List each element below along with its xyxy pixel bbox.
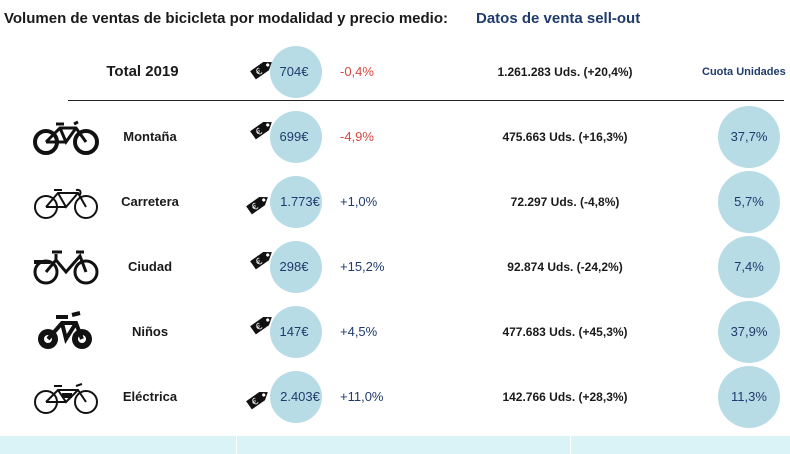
units-sold: 477.683 Uds. (+45,3%) — [502, 325, 628, 339]
category-label: Eléctrica — [122, 389, 178, 404]
euro-price-tag-icon: € — [250, 317, 272, 335]
price-bubble — [270, 306, 322, 358]
category-label: Montaña — [123, 129, 177, 144]
share-bubble — [718, 236, 780, 298]
avg-price: 147€ — [279, 324, 309, 339]
avg-price: 699€ — [279, 129, 309, 144]
avg-price: 1.773€ — [280, 194, 320, 209]
footer-band — [0, 436, 790, 454]
units-sold: 475.663 Uds. (+16,3%) — [502, 130, 628, 144]
road-bike-icon — [34, 188, 98, 219]
category-label: Carretera — [121, 194, 179, 209]
unit-share: 37,7% — [730, 129, 768, 144]
svg-text:€: € — [254, 127, 265, 139]
page-title: Volumen de ventas de bicicleta por modal… — [4, 10, 448, 27]
price-change: +1,0% — [340, 194, 378, 209]
category-label: Niños — [131, 324, 169, 339]
unit-share: 5,7% — [734, 194, 764, 209]
table-row: Carretera € 1.773€ +1,0% 72.297 Uds. (-4… — [0, 171, 790, 233]
euro-price-tag-icon: € — [246, 392, 268, 410]
total-change: -0,4% — [340, 64, 374, 79]
euro-price-tag-icon: € — [246, 197, 268, 215]
price-bubble — [270, 111, 322, 163]
price-change: +11,0% — [340, 389, 384, 404]
units-sold: 72.297 Uds. (-4,8%) — [510, 195, 620, 209]
share-bubble — [718, 301, 780, 363]
svg-text:€: € — [254, 322, 265, 334]
table-row: Montaña € 699€ -4,9% 475.663 Uds. (+16,3… — [0, 106, 790, 168]
price-bubble — [270, 371, 322, 423]
euro-price-tag-icon: € — [250, 122, 272, 140]
share-bubble — [718, 171, 780, 233]
table-row: Eléctrica € 2.403€ +11,0% 142.766 Uds. (… — [0, 366, 790, 428]
total-label: Total 2019 — [106, 63, 179, 80]
unit-share: 7,4% — [734, 259, 764, 274]
avg-price: 2.403€ — [280, 389, 320, 404]
category-label: Ciudad — [127, 259, 173, 274]
table-row: Niños € 147€ +4,5% 477.683 Uds. (+45,3%)… — [0, 301, 790, 363]
euro-price-tag-icon: € — [250, 62, 272, 80]
table-row: Ciudad € 298€ +15,2% 92.874 Uds. (-24,2%… — [0, 236, 790, 298]
share-bubble — [718, 106, 780, 168]
price-bubble — [270, 241, 322, 293]
price-change: -4,9% — [340, 129, 374, 144]
unit-share: 37,9% — [730, 324, 768, 339]
total-price-bubble — [270, 46, 322, 98]
units-sold: 92.874 Uds. (-24,2%) — [507, 260, 623, 274]
price-change: +4,5% — [340, 324, 378, 339]
euro-price-tag-icon: € — [250, 252, 272, 270]
share-header: Cuota Unidades — [702, 66, 786, 78]
price-bubble — [270, 176, 322, 228]
electric-bike-icon — [34, 383, 98, 414]
svg-text:€: € — [254, 257, 265, 269]
share-bubble — [718, 366, 780, 428]
footer-divider — [236, 436, 237, 454]
city-bike-icon — [33, 250, 99, 285]
total-price: 704€ — [279, 64, 309, 79]
unit-share: 11,3% — [731, 389, 767, 404]
divider — [68, 100, 784, 101]
avg-price: 298€ — [279, 259, 309, 274]
footer-divider — [570, 436, 571, 454]
page-subtitle: Datos de venta sell-out — [476, 10, 641, 27]
svg-text:€: € — [250, 202, 261, 214]
units-sold: 142.766 Uds. (+28,3%) — [502, 390, 628, 404]
mountain-bike-icon — [33, 120, 99, 155]
kids-bike-icon — [38, 311, 92, 349]
total-units: 1.261.283 Uds. (+20,4%) — [497, 65, 633, 79]
svg-text:€: € — [250, 397, 261, 409]
price-change: +15,2% — [340, 259, 385, 274]
svg-text:€: € — [254, 67, 265, 79]
